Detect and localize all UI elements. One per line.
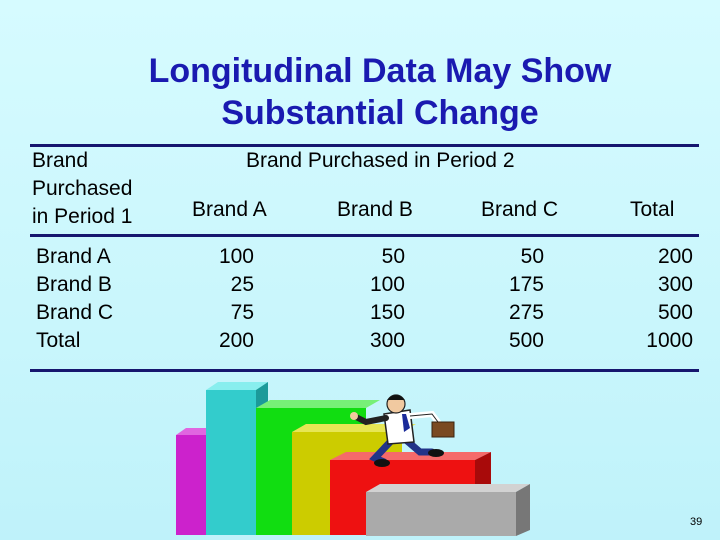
table-cell: 75 [230, 301, 254, 324]
title-line-1: Longitudinal Data May Show [148, 52, 612, 90]
table-cell: 300 [657, 273, 693, 296]
column-header-brand-c: Brand C [481, 198, 559, 221]
column-header-brand-a: Brand A [192, 198, 267, 221]
column-header-total: Total [630, 198, 675, 221]
column-brand-c-values: 50 175 275 500 [489, 243, 544, 355]
column-header-brand-b: Brand B [337, 198, 413, 221]
table-cell: 275 [508, 301, 544, 324]
man-climbing-stairs-icon [350, 394, 455, 467]
table-cell: 50 [381, 245, 405, 268]
table-cell: 1000 [646, 329, 693, 352]
table-cell: 100 [218, 245, 254, 268]
slide-title: Longitudinal Data May Show Substantial C… [60, 50, 700, 134]
page-number: 39 [690, 516, 703, 528]
row-labels: Brand A Brand B Brand C Total [36, 243, 113, 355]
row-header-line-2: Purchased [32, 177, 133, 200]
table-cell: 150 [369, 301, 405, 324]
column-group-header: Brand Purchased in Period 2 [246, 149, 515, 172]
row-label: Brand A [36, 245, 111, 268]
bottom-rule [30, 369, 699, 372]
row-label: Brand C [36, 301, 114, 324]
column-total-values: 200 300 500 1000 [630, 243, 693, 355]
header-rule [30, 234, 699, 237]
table-cell: 50 [520, 245, 544, 268]
staircase-illustration [176, 382, 530, 536]
row-label: Brand B [36, 273, 112, 296]
column-brand-b-values: 50 100 150 300 [350, 243, 405, 355]
table-cell: 200 [657, 245, 693, 268]
column-brand-a-values: 100 25 75 200 [200, 243, 254, 355]
step-grey [366, 484, 530, 536]
table-cell: 500 [508, 329, 544, 352]
table-cell: 25 [230, 273, 254, 296]
row-header: Brand Purchased in Period 1 [32, 147, 132, 231]
row-label: Total [36, 329, 81, 352]
top-rule [30, 144, 699, 147]
table-cell: 500 [657, 301, 693, 324]
row-header-line-1: Brand [32, 149, 89, 172]
row-header-line-3: in Period 1 [32, 205, 133, 228]
table-cell: 300 [369, 329, 405, 352]
title-line-2: Substantial Change [221, 94, 539, 132]
table-cell: 200 [218, 329, 254, 352]
table-cell: 175 [508, 273, 544, 296]
table-cell: 100 [369, 273, 405, 296]
